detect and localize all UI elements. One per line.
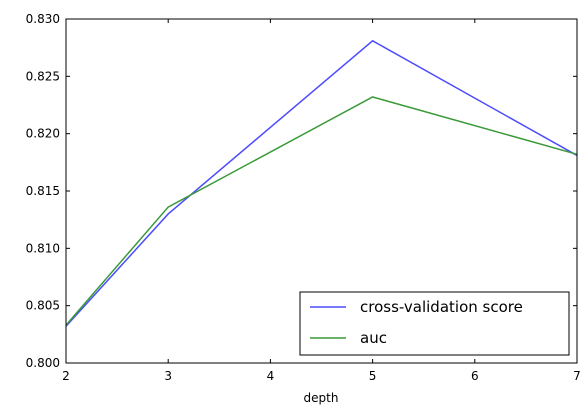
series-line-auc <box>65 96 578 326</box>
y-tick-label: 0.805 <box>26 299 60 313</box>
plot-area <box>65 39 578 327</box>
legend-label-cross-validation-score: cross-validation score <box>360 298 523 316</box>
x-tick-label: 7 <box>573 369 581 383</box>
x-tick-label: 3 <box>164 369 172 383</box>
x-axis: 2 3 4 5 6 7 <box>62 19 581 383</box>
legend-label-auc: auc <box>360 329 387 347</box>
x-tick-label: 4 <box>267 369 275 383</box>
legend: cross-validation score auc <box>299 291 570 356</box>
x-tick-label: 5 <box>369 369 377 383</box>
y-axis: 0.800 0.805 0.810 0.815 0.820 0.825 0.830 <box>26 12 577 370</box>
y-tick-label: 0.800 <box>26 356 60 370</box>
legend-box <box>299 291 570 356</box>
y-tick-label: 0.810 <box>26 241 60 255</box>
y-tick-label: 0.815 <box>26 184 60 198</box>
x-tick-label: 6 <box>471 369 479 383</box>
y-tick-label: 0.820 <box>26 127 60 141</box>
y-tick-label: 0.830 <box>26 12 60 26</box>
y-tick-label: 0.825 <box>26 69 60 83</box>
x-axis-label: depth <box>304 391 339 405</box>
series-line-cross-validation-score <box>65 39 578 327</box>
x-tick-label: 2 <box>62 369 70 383</box>
